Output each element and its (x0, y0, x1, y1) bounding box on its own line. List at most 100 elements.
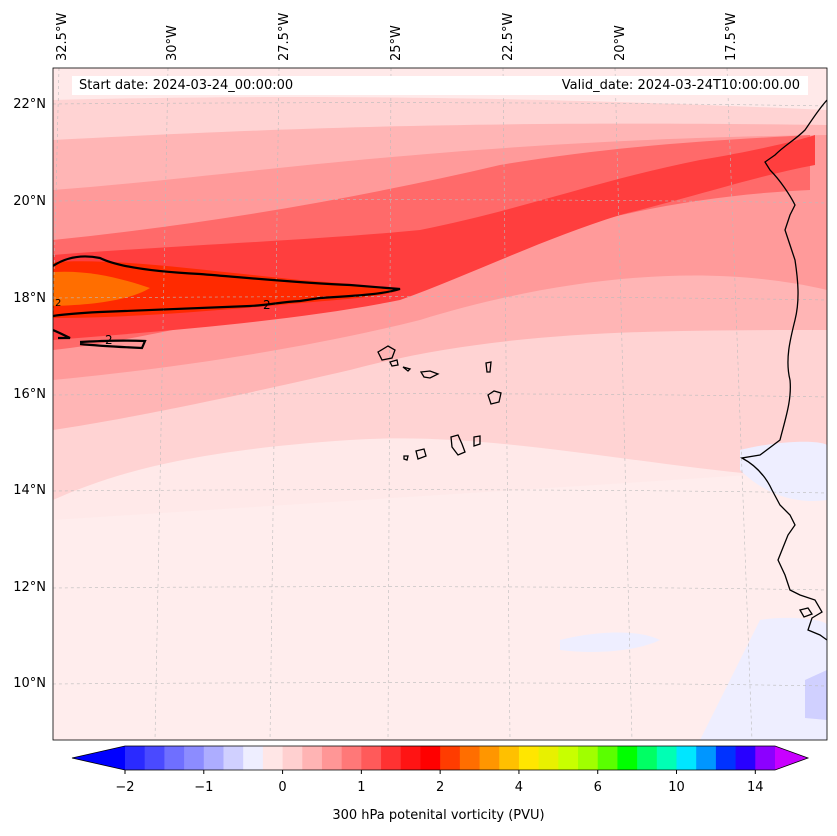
lat-label: 18°N (13, 291, 46, 306)
cape-verde-islands (377, 345, 813, 618)
colorbar-swatch (223, 746, 244, 770)
colorbar-swatch (755, 746, 776, 770)
colorbar-swatch (696, 746, 717, 770)
header-box (72, 76, 808, 95)
pv-streamer-core (53, 261, 400, 318)
gridline-lon (154, 68, 169, 740)
lat-label: 12°N (13, 580, 46, 595)
island-brava (403, 455, 409, 461)
colorbar-swatch (637, 746, 658, 770)
colorbar-tick-label: −1 (194, 780, 214, 795)
colorbar-swatch (538, 746, 559, 770)
colorbar-swatch (518, 746, 540, 770)
colorbar-swatch (440, 746, 461, 770)
island-boa-vista (487, 390, 502, 405)
coastline-africa (740, 99, 827, 641)
colorbar-swatch (184, 746, 205, 770)
island-santa-luzia (419, 370, 440, 379)
colorbar-tick-label: 10 (668, 780, 685, 795)
graticule (53, 68, 827, 740)
lon-label: 17.5°W (724, 12, 739, 61)
colorbar-swatch (164, 746, 185, 770)
lon-label: 30°W (165, 25, 180, 61)
pv-field-low-region (53, 470, 827, 740)
pv-negative-patch (700, 617, 827, 740)
colorbar-tick-label: 1 (357, 780, 366, 795)
gridline-lat (53, 102, 827, 107)
lon-label: 20°W (613, 25, 628, 61)
colorbar-tick-label: −2 (115, 780, 135, 795)
colorbar-swatch (302, 746, 323, 770)
colorbar-tick-label: 2 (436, 780, 445, 795)
island-sal (485, 361, 492, 373)
colorbar-swatch (341, 746, 362, 770)
colorbar-swatch (420, 746, 441, 770)
island-bijagos (799, 607, 813, 618)
colorbar-tick-label: 14 (747, 780, 764, 795)
colorbar-swatch (262, 746, 284, 770)
colorbar-swatch (499, 746, 520, 770)
gridline-lat (53, 296, 827, 301)
colorbar-swatch (381, 746, 402, 770)
lon-label: 32.5°W (55, 12, 70, 61)
colorbar-swatch (578, 746, 599, 770)
colorbar-swatch (617, 746, 638, 770)
pv-contour-2pvu (53, 328, 71, 340)
colorbar-swatch (459, 746, 481, 770)
colorbar-swatch (203, 746, 224, 770)
island-sao-vicente (389, 359, 399, 367)
gridline-lon (387, 68, 392, 740)
island-santo-antao (377, 345, 396, 361)
map-frame (52, 67, 828, 741)
colorbar-swatch (243, 746, 264, 770)
colorbar-extend-max (775, 746, 808, 770)
pv-negative-patch (805, 670, 827, 720)
island-sao-nicolau (402, 366, 412, 372)
contour-label: 2 (263, 298, 271, 312)
colorbar-swatch (321, 746, 343, 770)
valid-date-label: Valid_date: 2024-03-24T10:00:00.00 (561, 78, 800, 93)
island-santiago (450, 434, 466, 456)
colorbar-swatch (597, 746, 618, 770)
pv-negative-patch (560, 632, 660, 652)
colorbar-swatch (656, 746, 678, 770)
colorbar-swatch (735, 746, 756, 770)
lat-label: 20°N (13, 194, 46, 209)
colorbar-title: 300 hPa potenital vorticity (PVU) (332, 808, 545, 823)
colorbar-swatch (676, 746, 697, 770)
colorbar-tick-label: 0 (278, 780, 287, 795)
gridline-lon (726, 68, 753, 740)
colorbar-swatch (144, 746, 165, 770)
lon-label: 25°W (389, 25, 404, 61)
colorbar-extend-min (72, 746, 125, 770)
colorbar-swatch (282, 746, 303, 770)
colorbar-swatch (125, 746, 146, 770)
colorbar (71, 745, 810, 774)
colorbar-swatch (479, 746, 500, 770)
contour-label: 2 (55, 298, 62, 309)
lon-label: 27.5°W (277, 12, 292, 61)
island-maio (473, 435, 481, 447)
lat-label: 22°N (13, 97, 46, 112)
lat-label: 16°N (13, 387, 46, 402)
colorbar-tick-label: 4 (514, 780, 524, 795)
gridline-lat (53, 586, 827, 591)
lat-label: 10°N (13, 676, 46, 691)
pv-contour-2pvu (79, 339, 147, 350)
pv-negative-patch (740, 441, 827, 501)
gridline-lat (53, 489, 827, 494)
pv-contour-2pvu (53, 255, 401, 318)
colorbar-swatch (558, 746, 579, 770)
colorbar-tick-label: 6 (593, 780, 602, 795)
start-date-label: Start date: 2024-03-24_00:00:00 (79, 78, 294, 93)
colorbar-swatch (361, 746, 382, 770)
gridline-lon (614, 68, 633, 740)
lat-label: 14°N (13, 483, 46, 498)
island-fogo (415, 448, 427, 460)
gridline-lat (53, 199, 827, 204)
colorbar-swatch (400, 746, 421, 770)
contour-label: 2 (105, 333, 113, 347)
colorbar-swatch (715, 746, 737, 770)
